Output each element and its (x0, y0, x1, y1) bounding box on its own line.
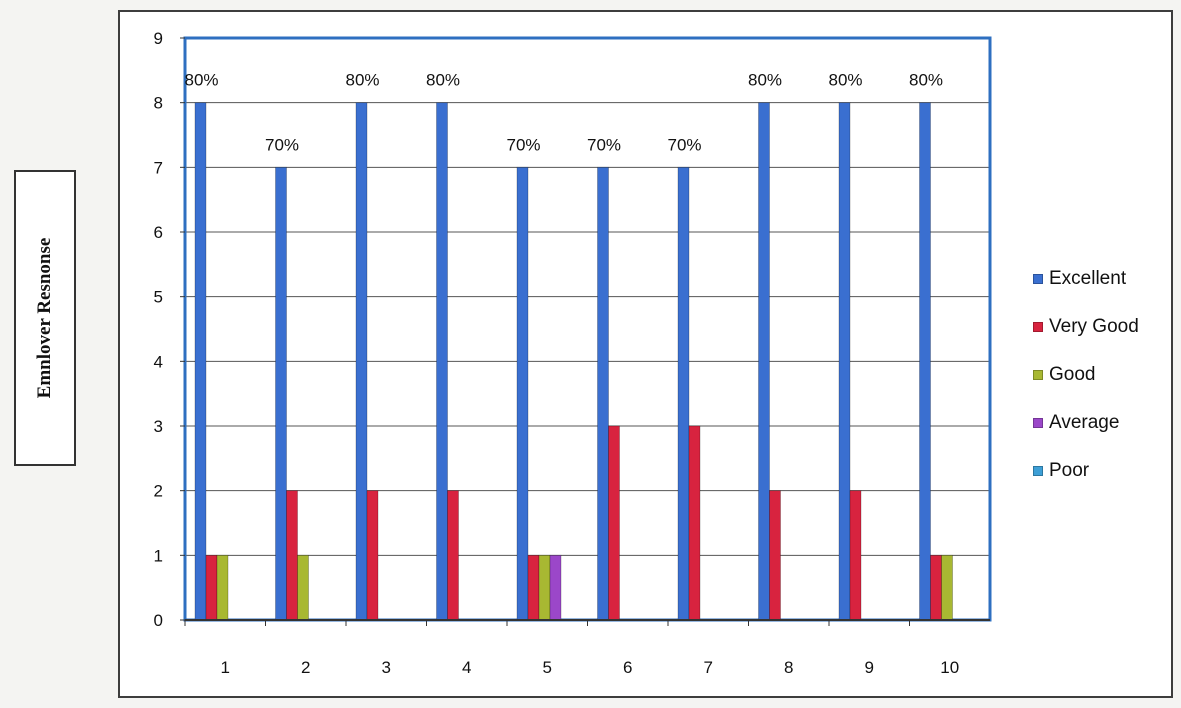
bar-very-good (849, 490, 862, 621)
legend-label: Average (1049, 412, 1120, 433)
y-axis-label-box: Emnlover Resnonse (14, 170, 76, 466)
x-tick-label: 2 (301, 658, 310, 677)
y-tick-label: 4 (154, 352, 163, 371)
data-label: 80% (184, 71, 218, 90)
data-label: 70% (587, 135, 621, 154)
legend-item-excellent: Excellent (1033, 255, 1139, 303)
y-tick-label: 3 (154, 417, 163, 436)
bar-good (941, 554, 953, 621)
bar-excellent (355, 102, 368, 621)
bar-very-good (930, 554, 942, 621)
x-tick-label: 3 (382, 658, 391, 677)
data-label: 70% (506, 135, 540, 154)
bar-excellent (275, 166, 287, 621)
legend-swatch (1033, 274, 1043, 284)
x-tick-label: 7 (704, 658, 713, 677)
y-tick-label: 0 (154, 611, 163, 630)
y-tick-label: 2 (154, 482, 163, 501)
bar-good (538, 554, 551, 621)
bar-very-good (366, 490, 379, 621)
x-tick-label: 1 (221, 658, 230, 677)
bar-excellent (194, 102, 207, 621)
bar-excellent (677, 166, 690, 621)
data-labels: 80% 70% 80% 80% 70% 70% 70% 80% 80% 80% (184, 71, 943, 155)
data-label: 80% (828, 71, 862, 90)
bar-very-good (286, 490, 298, 621)
bar-excellent (516, 166, 529, 621)
bar-excellent (838, 102, 851, 621)
data-label: 70% (667, 135, 701, 154)
legend-label: Very Good (1049, 316, 1139, 337)
y-tick-label: 9 (154, 29, 163, 48)
data-label: 80% (345, 71, 379, 90)
bar-very-good (769, 490, 781, 621)
y-tick-label: 1 (154, 546, 163, 565)
x-tick-label: 10 (940, 658, 959, 677)
bar-good (216, 554, 229, 621)
x-tick-label: 4 (462, 658, 471, 677)
gridlines (185, 37, 990, 556)
data-label: 80% (426, 71, 460, 90)
legend-swatch (1033, 466, 1043, 476)
y-tick-label: 8 (154, 94, 163, 113)
x-tick-label: 6 (623, 658, 632, 677)
bar-good (297, 554, 309, 621)
bar-excellent (436, 102, 448, 621)
bar-very-good (608, 425, 620, 621)
legend-item-good: Good (1033, 351, 1139, 399)
bars (194, 102, 953, 621)
legend-label: Excellent (1049, 268, 1127, 289)
bar-very-good (447, 490, 459, 621)
data-label: 70% (265, 135, 299, 154)
bar-excellent (758, 102, 770, 621)
bar-average (549, 554, 562, 621)
legend-item-average: Average (1033, 399, 1139, 447)
legend-item-poor: Poor (1033, 447, 1139, 495)
legend-label: Poor (1049, 460, 1090, 481)
y-axis-ticks: 0 1 2 3 4 5 6 7 8 9 (154, 29, 185, 630)
bar-excellent (919, 102, 931, 621)
x-tick-label: 9 (865, 658, 874, 677)
bar-very-good (688, 425, 701, 621)
bar-very-good (205, 554, 218, 621)
plot-area-frame (183, 36, 992, 622)
legend-label: Good (1049, 364, 1096, 385)
y-tick-label: 7 (154, 158, 163, 177)
x-tick-label: 8 (784, 658, 793, 677)
y-tick-label: 5 (154, 288, 163, 307)
x-tick-label: 5 (543, 658, 552, 677)
legend-swatch (1033, 418, 1043, 428)
data-label: 80% (748, 71, 782, 90)
legend-swatch (1033, 370, 1043, 380)
bar-excellent (597, 166, 609, 621)
chart-legend: Excellent Very Good Good Average Poor (1033, 255, 1139, 495)
legend-item-very-good: Very Good (1033, 303, 1139, 351)
y-tick-label: 6 (154, 223, 163, 242)
x-axis-ticks: 1 2 3 4 5 6 7 8 9 10 (184, 620, 959, 677)
data-label: 80% (909, 71, 943, 90)
bar-very-good (527, 554, 540, 621)
legend-swatch (1033, 322, 1043, 332)
